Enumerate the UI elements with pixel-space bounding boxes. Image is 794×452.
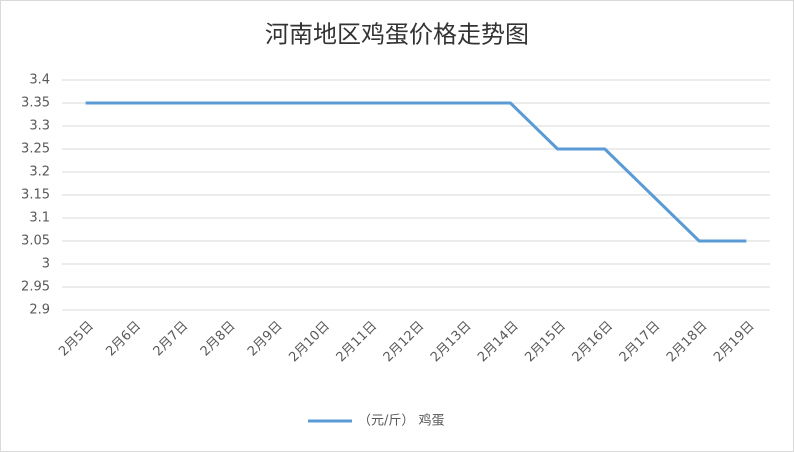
data-line xyxy=(85,101,747,243)
y-tick-label: 2.9 xyxy=(29,303,50,318)
y-tick-label: 3.15 xyxy=(21,188,50,203)
y-tick-label: 3.1 xyxy=(29,211,50,226)
y-tick-label: 3 xyxy=(42,257,50,272)
y-tick-label: 3.2 xyxy=(29,165,50,180)
y-tick-label: 3.05 xyxy=(21,234,50,249)
y-tick-label: 3.3 xyxy=(29,119,50,134)
y-tick-label: 3.25 xyxy=(21,142,50,157)
chart-title: 河南地区鸡蛋价格走势图 xyxy=(265,21,529,49)
y-tick-label: 2.95 xyxy=(21,280,50,295)
y-tick-label: 3.4 xyxy=(29,73,50,88)
y-tick-label: 3.35 xyxy=(21,96,50,111)
legend-label: （元/斤） 鸡蛋 xyxy=(358,413,445,429)
